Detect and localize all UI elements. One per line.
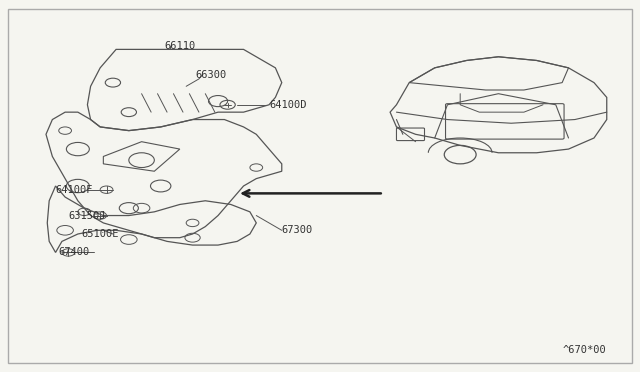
Text: 67300: 67300 <box>282 225 313 235</box>
Text: 66110: 66110 <box>164 41 195 51</box>
Text: 64100D: 64100D <box>269 100 307 110</box>
Text: 64100F: 64100F <box>56 185 93 195</box>
Text: 63150J: 63150J <box>68 211 106 221</box>
Text: 66300: 66300 <box>196 70 227 80</box>
Text: ^670*00: ^670*00 <box>562 345 606 355</box>
Text: 67400: 67400 <box>59 247 90 257</box>
Text: 65100E: 65100E <box>81 229 118 239</box>
